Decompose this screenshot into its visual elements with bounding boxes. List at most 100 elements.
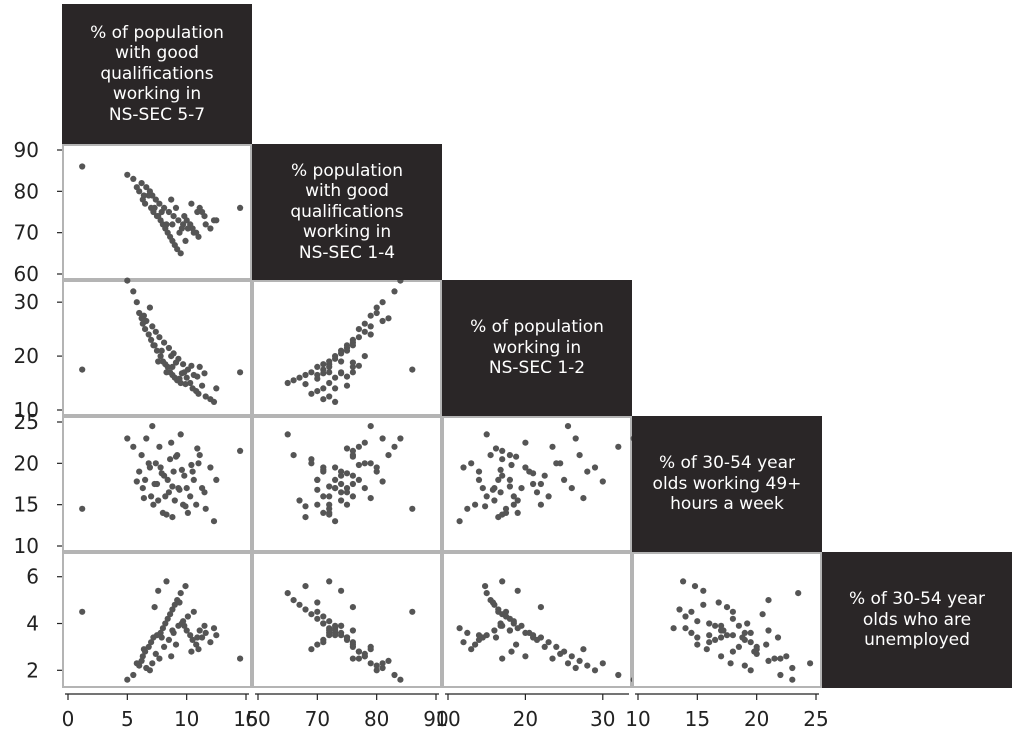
data-point bbox=[718, 622, 725, 629]
data-point bbox=[302, 381, 309, 388]
data-point bbox=[332, 485, 339, 492]
data-point bbox=[146, 188, 153, 195]
data-point bbox=[338, 370, 345, 377]
y-tick-label: 90 bbox=[14, 138, 39, 162]
data-point bbox=[361, 353, 368, 360]
data-point bbox=[349, 641, 356, 648]
data-point bbox=[735, 643, 743, 651]
data-point bbox=[162, 620, 169, 627]
data-point bbox=[545, 639, 552, 646]
data-point bbox=[615, 443, 622, 450]
data-point bbox=[153, 347, 161, 354]
data-point bbox=[176, 375, 183, 382]
data-point bbox=[302, 371, 309, 379]
data-point bbox=[187, 379, 194, 387]
data-point bbox=[202, 629, 209, 637]
panel-5-3 bbox=[442, 552, 637, 688]
y-tick-label: 10 bbox=[14, 398, 39, 422]
data-point bbox=[468, 646, 475, 653]
data-point bbox=[308, 460, 315, 467]
data-point bbox=[491, 497, 498, 504]
x-tick-label: 80 bbox=[364, 707, 389, 731]
x-tick-label: 70 bbox=[305, 707, 330, 731]
data-point bbox=[367, 495, 374, 502]
data-point bbox=[572, 664, 579, 672]
data-point bbox=[688, 608, 695, 615]
data-point bbox=[379, 435, 386, 442]
panel-frame bbox=[442, 416, 632, 552]
data-point bbox=[338, 468, 345, 475]
data-point bbox=[155, 358, 162, 365]
data-point bbox=[188, 200, 195, 207]
data-point bbox=[332, 476, 339, 483]
data-point bbox=[190, 229, 197, 236]
y-tick-label: 70 bbox=[14, 221, 39, 245]
data-point bbox=[194, 445, 201, 452]
data-point bbox=[727, 660, 734, 667]
data-point bbox=[774, 634, 782, 641]
data-point bbox=[210, 518, 218, 525]
data-point bbox=[499, 511, 506, 518]
data-point bbox=[320, 385, 327, 392]
data-point bbox=[167, 456, 174, 463]
data-point bbox=[522, 653, 529, 660]
data-point bbox=[314, 388, 321, 395]
data-point bbox=[308, 390, 315, 397]
data-point bbox=[213, 632, 220, 639]
data-point bbox=[183, 217, 190, 224]
data-point bbox=[349, 472, 356, 479]
x-tick-label: 20 bbox=[513, 707, 538, 731]
x-tick-label: 30 bbox=[590, 707, 615, 731]
y-tick-label: 30 bbox=[14, 290, 39, 314]
data-point bbox=[326, 627, 333, 634]
x-tick-label: 15 bbox=[233, 707, 258, 731]
data-point bbox=[723, 632, 731, 639]
data-point bbox=[314, 608, 321, 615]
panel-frame bbox=[632, 552, 822, 688]
data-point bbox=[326, 501, 333, 508]
data-point bbox=[308, 646, 315, 653]
x-tick-label: 20 bbox=[744, 707, 769, 731]
data-point bbox=[165, 636, 172, 644]
data-point bbox=[510, 618, 517, 625]
data-point bbox=[195, 646, 202, 653]
data-point bbox=[499, 655, 506, 662]
data-point bbox=[456, 518, 463, 525]
data-point bbox=[320, 396, 327, 403]
data-point bbox=[367, 660, 374, 667]
data-point bbox=[747, 667, 754, 674]
data-point bbox=[182, 503, 189, 510]
variable-label-text-1: % of population with good qualifications… bbox=[90, 23, 224, 125]
data-point bbox=[765, 657, 772, 665]
data-point bbox=[213, 476, 220, 483]
data-point bbox=[777, 655, 784, 662]
data-point bbox=[165, 344, 172, 352]
data-point bbox=[196, 363, 203, 370]
data-point bbox=[201, 622, 208, 629]
data-point bbox=[326, 393, 333, 400]
data-point bbox=[201, 489, 208, 496]
data-point bbox=[189, 636, 196, 644]
y-tick-label: 10 bbox=[14, 534, 39, 558]
data-point bbox=[157, 464, 164, 471]
data-point bbox=[343, 347, 351, 354]
data-point bbox=[332, 374, 339, 381]
data-point bbox=[189, 468, 196, 475]
data-point bbox=[182, 237, 189, 244]
data-point bbox=[497, 466, 504, 473]
data-point bbox=[140, 192, 147, 199]
data-point bbox=[168, 196, 175, 203]
data-point bbox=[165, 489, 172, 496]
data-point bbox=[155, 497, 162, 504]
data-point bbox=[355, 461, 362, 469]
data-point bbox=[541, 643, 548, 651]
data-point bbox=[557, 650, 564, 658]
x-tick-label: 10 bbox=[625, 707, 650, 731]
data-point bbox=[343, 382, 351, 389]
data-point bbox=[718, 634, 725, 641]
data-point bbox=[409, 608, 416, 615]
data-point bbox=[130, 443, 137, 450]
data-point bbox=[308, 369, 315, 376]
data-point bbox=[706, 620, 713, 627]
data-point bbox=[320, 509, 327, 516]
